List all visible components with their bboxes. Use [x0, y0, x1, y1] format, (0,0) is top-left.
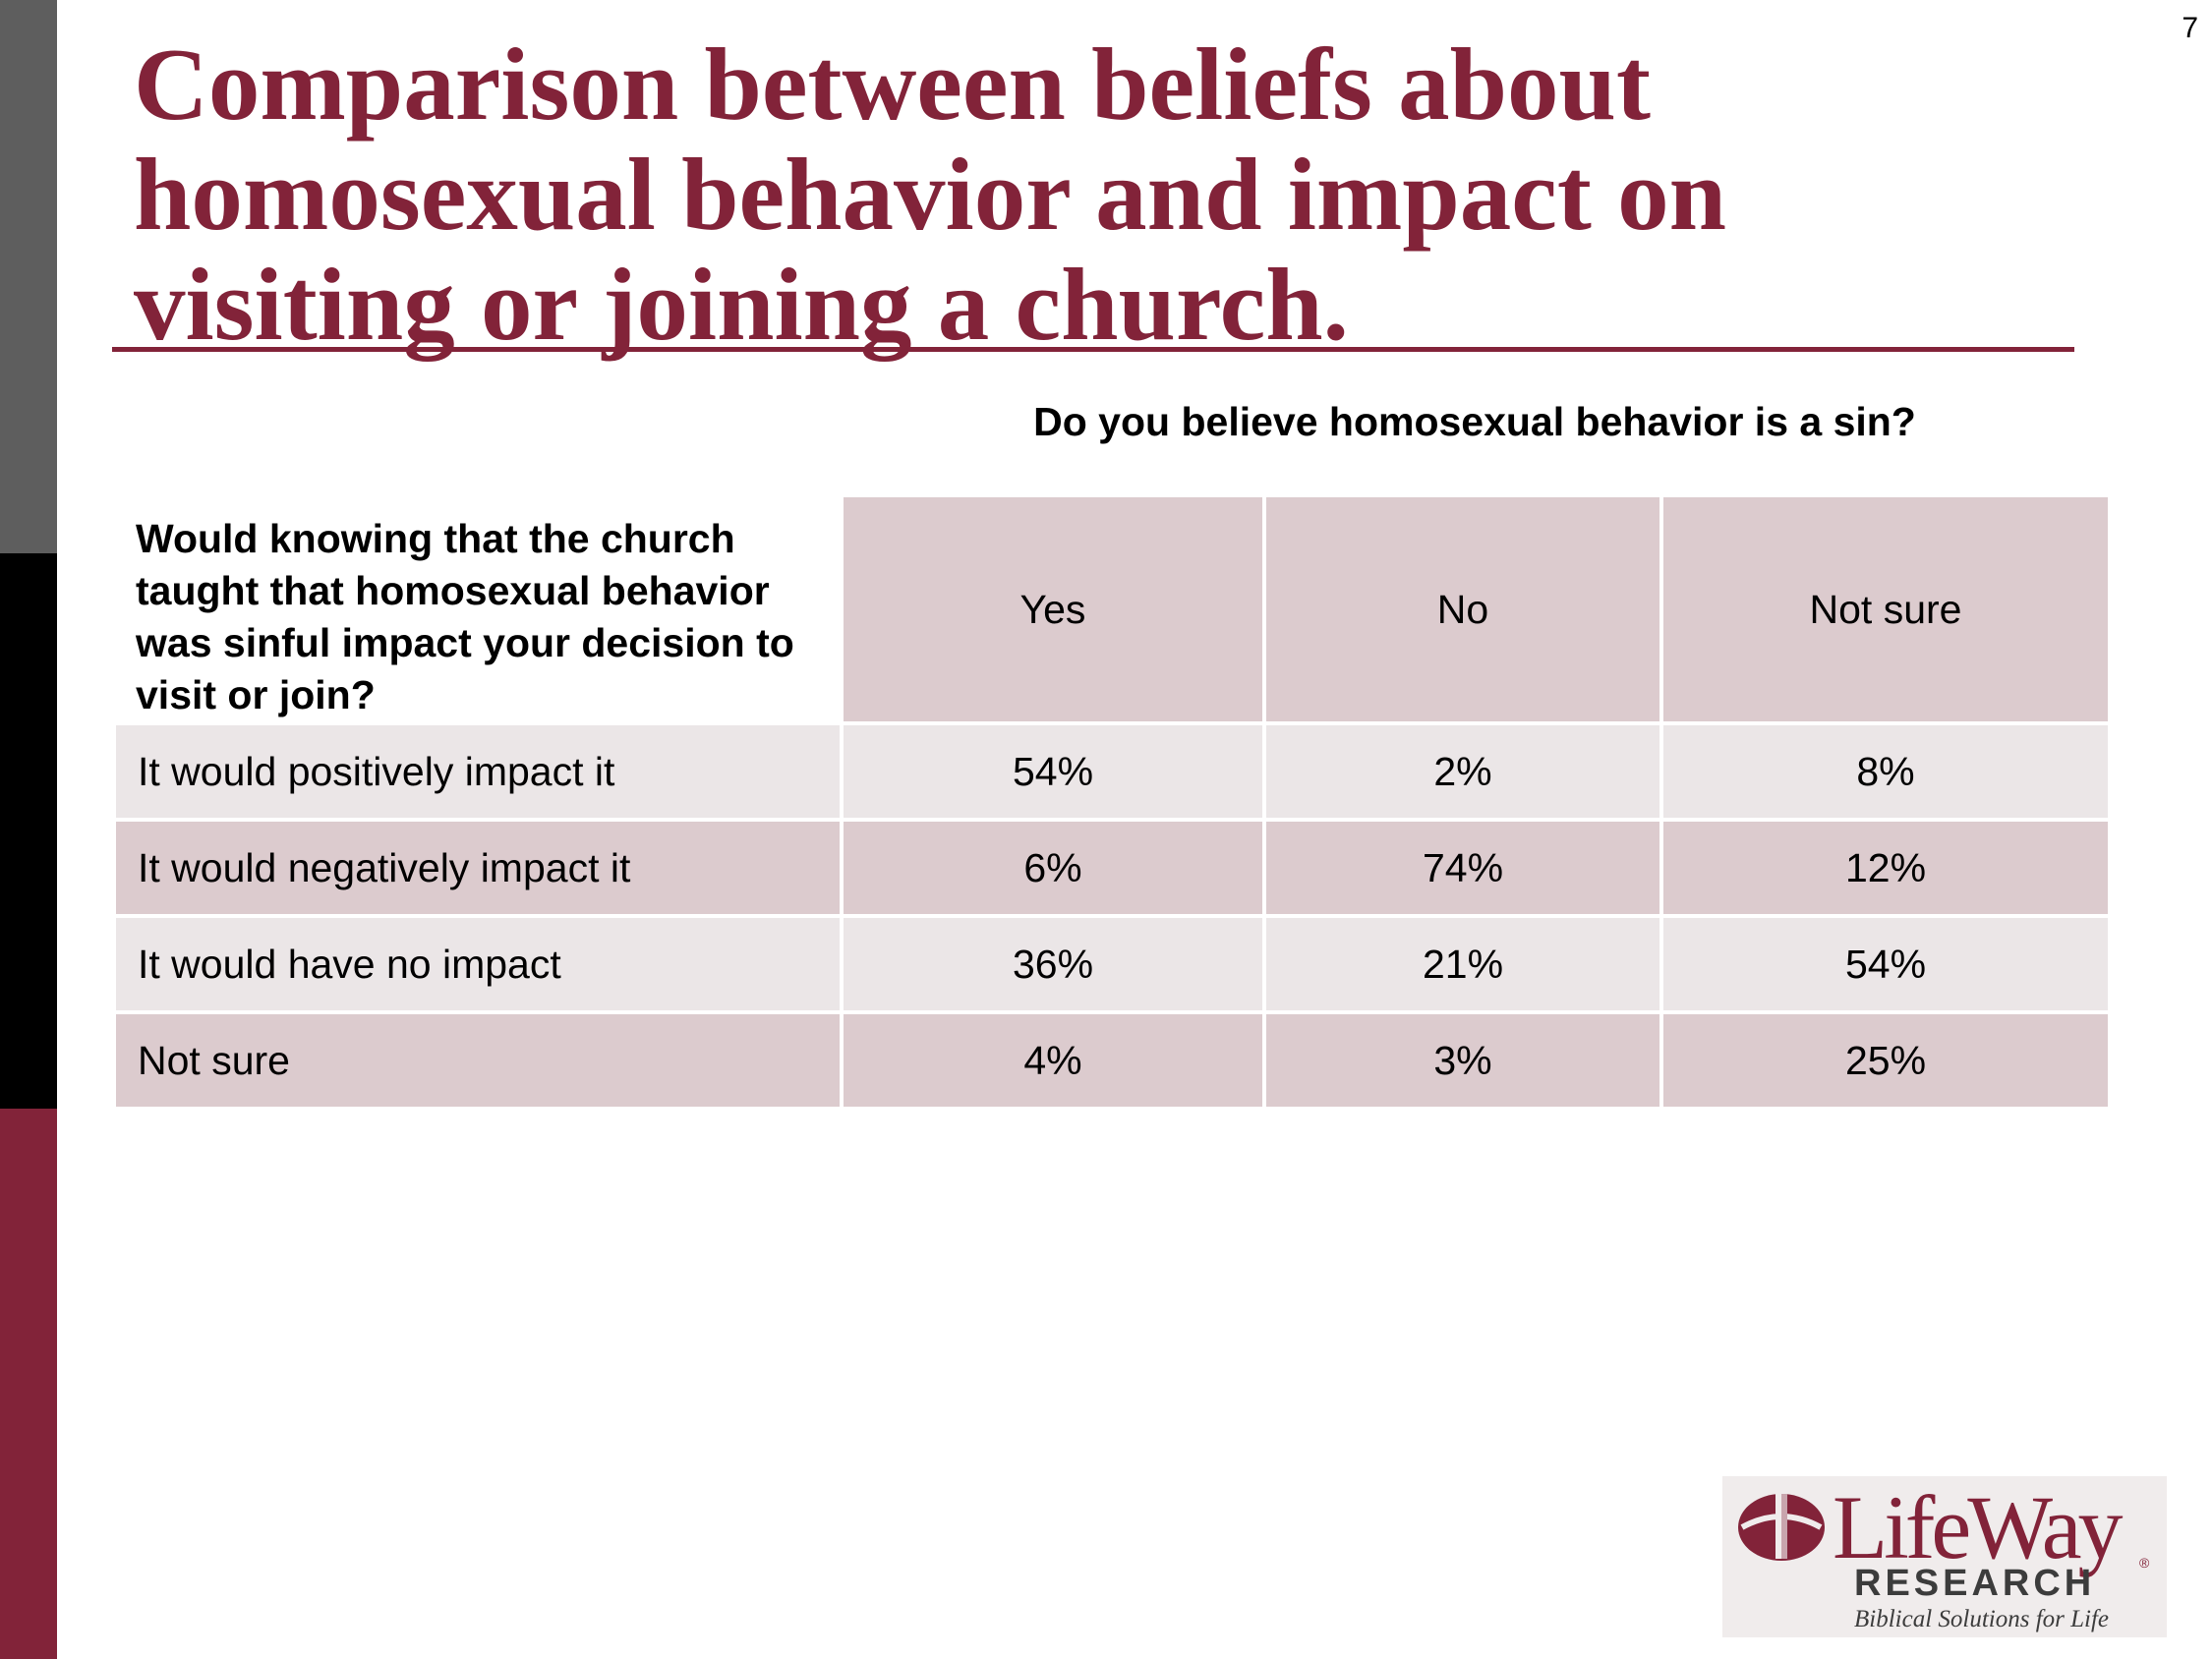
table-cell: 74%: [1262, 818, 1663, 918]
table-row: It would positively impact it 54% 2% 8%: [112, 721, 2112, 822]
lifeway-research-logo: LifeWay ® RESEARCH Biblical Solutions fo…: [1722, 1476, 2167, 1637]
slide-title: Comparison between beliefs about homosex…: [134, 27, 1726, 362]
column-header-no: No: [1262, 493, 1663, 725]
table-row: It would have no impact 36% 21% 54%: [112, 914, 2112, 1014]
row-label: Not sure: [112, 1010, 844, 1111]
table-row: It would negatively impact it 6% 74% 12%: [112, 818, 2112, 918]
table-cell: 21%: [1262, 914, 1663, 1014]
table-cell: 8%: [1659, 721, 2112, 822]
table-cell: 4%: [840, 1010, 1266, 1111]
row-question: Would knowing that the church taught tha…: [112, 493, 844, 725]
table-cell: 54%: [1659, 914, 2112, 1014]
logo-subtitle: RESEARCH: [1854, 1563, 2096, 1604]
title-underline: [112, 347, 2074, 352]
cross-emblem-icon: [1738, 1494, 1825, 1561]
table-cell: 6%: [840, 818, 1266, 918]
table-cell: 2%: [1262, 721, 1663, 822]
side-bar-black: [0, 553, 57, 1109]
table-row: Not sure 4% 3% 25%: [112, 1010, 2112, 1111]
column-question: Do you believe homosexual behavior is a …: [1033, 399, 1916, 444]
row-label: It would have no impact: [112, 914, 844, 1014]
column-header-not-sure: Not sure: [1659, 493, 2112, 725]
table-cell: 54%: [840, 721, 1266, 822]
logo-tagline: Biblical Solutions for Life: [1854, 1606, 2110, 1632]
row-label: It would negatively impact it: [112, 818, 844, 918]
table-cell: 12%: [1659, 818, 2112, 918]
page-number: 7: [2182, 12, 2198, 44]
logo-registered-mark: ®: [2139, 1555, 2150, 1571]
table-cell: 3%: [1262, 1010, 1663, 1111]
table-cell: 25%: [1659, 1010, 2112, 1111]
column-header-yes: Yes: [840, 493, 1266, 725]
table-header-row: Would knowing that the church taught tha…: [112, 493, 2112, 725]
side-bar-red: [0, 1109, 57, 1659]
results-table: Would knowing that the church taught tha…: [112, 493, 2112, 1111]
side-bar-gray: [0, 0, 57, 553]
table-cell: 36%: [840, 914, 1266, 1014]
row-label: It would positively impact it: [112, 721, 844, 822]
logo-wordmark: LifeWay: [1833, 1477, 2124, 1577]
